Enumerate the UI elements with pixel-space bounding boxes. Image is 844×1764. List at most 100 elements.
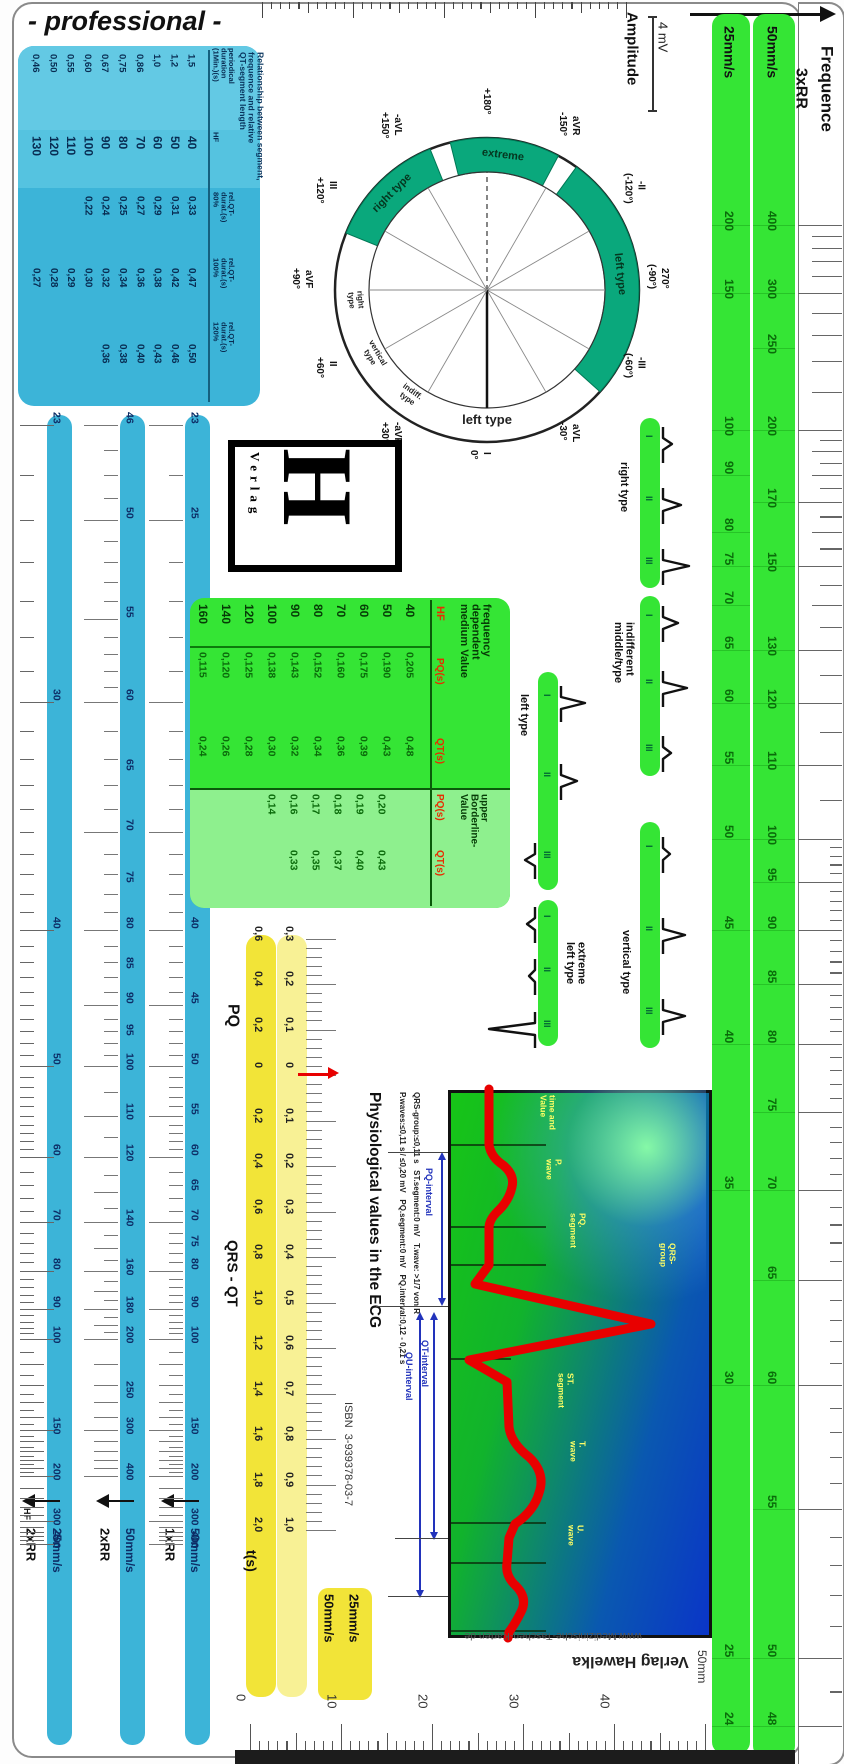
amplitude-ruler-tick: [498, 2, 500, 9]
bottom-ruler-tick: [331, 1741, 334, 1750]
amplitude-ruler-tick: [380, 2, 382, 9]
freq-25-value: 45: [722, 916, 737, 930]
qt-table-cell: 0,43: [151, 344, 163, 364]
bottom-ruler-tick: [695, 1741, 698, 1750]
rr-col-tick: [104, 600, 118, 602]
interval-arrow-head-icon: [415, 1312, 424, 1320]
ecg-lead-trace: [527, 959, 537, 996]
rr-arrow-head-icon: [22, 1494, 35, 1508]
time-ruler-tick: [306, 1348, 336, 1350]
amplitude-ruler-tick: [580, 2, 582, 13]
tick-mark: [712, 839, 750, 840]
rr-col-tick: [84, 1270, 118, 1272]
rr-col-tick: [169, 1393, 183, 1395]
qt-table-cell: 0,60: [81, 54, 93, 73]
physiology-line2: QRS-group:≤0,11 s ST.segment:0 mV T.wave…: [412, 1092, 422, 1315]
qt-table-cell: 0,38: [151, 268, 163, 288]
qt-table-cell: 0,46: [168, 344, 180, 364]
ecg-wave-label: QRS- group: [658, 1243, 678, 1268]
rr-col-tick: [169, 1076, 183, 1078]
tick-mark: [753, 347, 795, 349]
rr-col-tick: [169, 1096, 183, 1098]
axis-degree-label: +30°: [379, 422, 391, 444]
time-50-value: 0,7: [283, 1380, 296, 1396]
bottom-ruler-tick: [286, 1741, 288, 1750]
hf-ruler-tick: [20, 784, 34, 786]
hf-ruler-tick: [20, 1066, 54, 1067]
bottom-ruler-number: 40: [597, 1694, 613, 1709]
rr-value: 75: [188, 1235, 201, 1247]
pq-table-pq-upper-cell: 0,17: [309, 794, 322, 815]
rr-col-tick: [169, 1315, 183, 1317]
hf-label: HF: [22, 1508, 32, 1520]
rr-col-tick: [169, 637, 183, 638]
rr-col-tick: [159, 1487, 183, 1489]
edge-ruler-tick: [812, 475, 842, 477]
axis-degree-label: II: [327, 361, 339, 367]
time-ruler-tick: [306, 1275, 322, 1277]
rr-value: 65: [188, 1179, 201, 1191]
tick-mark: [753, 839, 795, 840]
ecg-lead-label: III: [542, 1019, 553, 1028]
tick-mark: [753, 702, 795, 704]
time-speed-patch: [318, 1588, 372, 1700]
rr-col-tick: [169, 1301, 183, 1303]
time-speed-50-label: 50mm/s: [321, 1594, 337, 1643]
time-ruler-tick: [306, 1247, 322, 1249]
edge-ruler-tick: [830, 1083, 842, 1085]
pq-table-qt-cell: 0,24: [196, 736, 209, 757]
tick-mark: [753, 1509, 795, 1511]
rr-col-tick: [94, 1417, 118, 1418]
rr-col-tick: [84, 1475, 118, 1477]
bottom-ruler-tick: [495, 1741, 497, 1750]
rr-col-tick: [169, 853, 183, 855]
rr-col-tick: [149, 1543, 183, 1545]
qt-table-cell: 130: [29, 136, 44, 157]
bottom-ruler-tick: [322, 1741, 324, 1750]
tick-mark: [753, 1190, 795, 1191]
publisher-text: Verlag Hawelka: [572, 1653, 689, 1670]
pq-table-hf-cell: 70: [334, 604, 349, 618]
hf-ruler-tick: [20, 1507, 44, 1508]
hf-ruler-tick: [20, 520, 34, 521]
time-ruler-tick: [306, 1384, 322, 1386]
rr-col-tick: [149, 1430, 183, 1431]
time-ruler-tick: [306, 1311, 322, 1313]
rr-col-tick: [169, 1087, 183, 1088]
time-50-value: 0,1: [283, 1107, 296, 1123]
rr-col-tick: [169, 1333, 183, 1335]
bottom-ruler-tick: [677, 1741, 679, 1750]
hf-ruler-tick: [20, 809, 34, 811]
amplitude-ruler-tick: [289, 2, 291, 9]
pq-table-hf-cell: 100: [265, 604, 280, 625]
qt-table-cell: 0,31: [168, 196, 180, 216]
qt-table-cell: 0,67: [99, 54, 111, 73]
axis-degree-label: +120°: [314, 177, 326, 204]
rr-col-tick: [159, 1402, 183, 1403]
edge-ruler-tick: [820, 584, 842, 586]
pq-table-qt-upper-cell: 0,37: [331, 850, 344, 871]
hf-ruler-tick: [20, 1514, 44, 1516]
edge-ruler-tick: [830, 1006, 842, 1008]
rr-col-tick: [169, 1141, 183, 1143]
ecg-lead-trace: [661, 670, 689, 707]
tick-mark: [712, 1043, 750, 1045]
qt-table-cell: 0,27: [134, 196, 146, 216]
physiology-line1: P.waves:≤0,11 s / ≤0,20 mV PQ.segment:0 …: [398, 1092, 408, 1365]
hf-ruler-tick: [20, 1252, 34, 1254]
ecg-lead-label: II: [542, 967, 553, 973]
time-25-value: 0: [252, 1062, 265, 1069]
bottom-ruler-tick: [668, 1741, 670, 1750]
frequence-arrow: [690, 13, 822, 16]
time-ruler-tick: [306, 1484, 336, 1486]
qt-table-cell: 0,34: [116, 268, 128, 288]
rr-col-tick: [169, 893, 183, 895]
rr-speed-label: 25mm/s: [50, 1528, 65, 1573]
time-ruler-tick: [306, 1056, 322, 1058]
qt-table-cell: 0,86: [133, 54, 145, 73]
ecg-lead-label: III: [644, 557, 655, 565]
time-ruler-tick: [306, 956, 322, 958]
time-25-value: 0,4: [252, 1153, 265, 1169]
freq-25-value: 200: [722, 210, 737, 231]
qt-table-cell: 0,75: [116, 54, 128, 73]
